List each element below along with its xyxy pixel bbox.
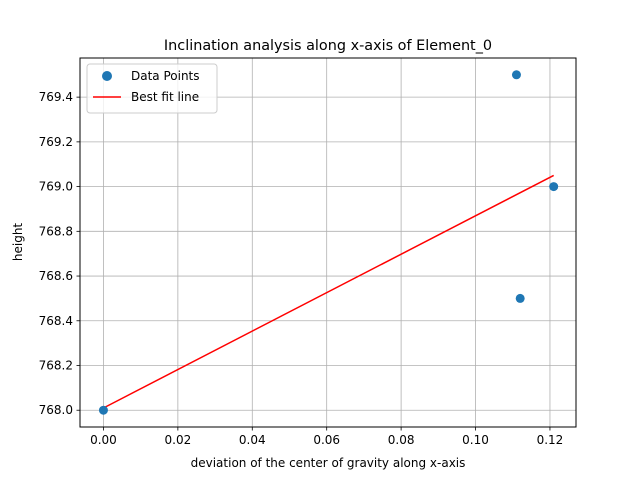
- plot-area-frame: [79, 57, 577, 428]
- y-tick-label: 768.6: [39, 269, 73, 283]
- x-tick-label: 0.04: [239, 433, 266, 447]
- y-tick-label: 768.4: [39, 314, 73, 328]
- legend-marker-data-points: [102, 71, 112, 81]
- legend: Data Points Best fit line: [86, 63, 218, 114]
- legend-label-data-points: Data Points: [131, 69, 200, 83]
- grid: [80, 58, 576, 427]
- x-tick-label: 0.00: [90, 433, 117, 447]
- x-tick-label: 0.10: [462, 433, 489, 447]
- x-axis-title: deviation of the center of gravity along…: [191, 456, 466, 470]
- axis-ticks: 0.00 0.02 0.04 0.06 0.08 0.10 0.12 768.0 768.2 76…: [39, 90, 564, 447]
- y-tick-label: 769.2: [39, 135, 73, 149]
- y-tick-label: 768.0: [39, 403, 73, 417]
- y-axis-title: height: [11, 223, 25, 262]
- data-point: [511, 70, 521, 80]
- chart-title: Inclination analysis along x-axis of Ele…: [164, 38, 492, 54]
- x-tick-label: 0.12: [537, 433, 564, 447]
- legend-label-best-fit-line: Best fit line: [131, 90, 199, 104]
- data-point: [549, 182, 559, 192]
- legend-box: [86, 63, 218, 114]
- series: [98, 70, 559, 415]
- y-tick-label: 768.2: [39, 359, 73, 373]
- data-point: [98, 405, 108, 415]
- x-tick-label: 0.06: [313, 433, 340, 447]
- x-tick-label: 0.02: [165, 433, 192, 447]
- x-tick-label: 0.08: [388, 433, 415, 447]
- y-tick-label: 769.0: [39, 180, 73, 194]
- data-point: [515, 293, 525, 303]
- y-tick-label: 768.8: [39, 224, 73, 238]
- y-tick-label: 769.4: [39, 90, 73, 104]
- best-fit-line: [103, 174, 555, 409]
